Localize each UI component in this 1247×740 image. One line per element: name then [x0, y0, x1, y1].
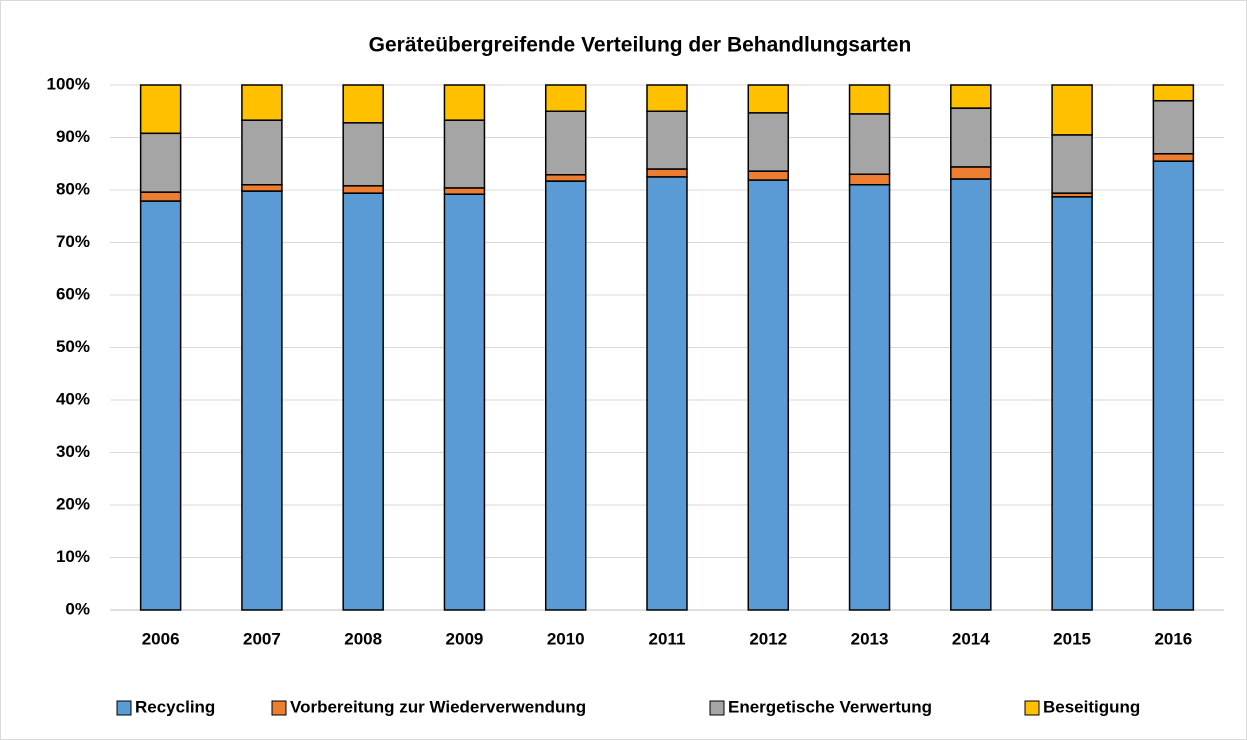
bar-segment [241, 184, 283, 192]
bar-segment [342, 185, 384, 194]
legend-label: Recycling [135, 697, 215, 716]
y-tick-label: 70% [56, 232, 90, 251]
bar-segment [747, 170, 790, 181]
bar-segment [950, 178, 992, 611]
bar-segment [646, 110, 688, 170]
bar-segment [1152, 84, 1195, 102]
x-tick-label: 2009 [446, 629, 484, 648]
legend-swatch [116, 700, 132, 716]
bar-segment [443, 187, 486, 195]
x-tick-label: 2010 [547, 629, 585, 648]
bar-segment [443, 84, 486, 121]
x-tick-label: 2007 [243, 629, 281, 648]
y-tick-label: 10% [56, 547, 90, 566]
legend-label: Energetische Verwertung [728, 697, 932, 716]
bar-segment [443, 193, 486, 611]
y-tick-label: 0% [65, 599, 90, 618]
bar-segment [747, 84, 790, 114]
bar-segment [139, 200, 182, 611]
legend-label: Vorbereitung zur Wiederverwendung [290, 697, 586, 716]
legend-label: Beseitigung [1043, 697, 1140, 716]
bar-segment [544, 174, 587, 182]
bar-segment [1152, 153, 1195, 162]
bar-segment [950, 107, 992, 168]
bar-segment [544, 180, 587, 611]
bar-segment [646, 176, 688, 611]
bar-segment [139, 191, 182, 202]
bar-segment [950, 166, 992, 180]
bar-segment [848, 184, 891, 611]
x-tick-label: 2011 [649, 629, 686, 648]
bar-segment [1051, 134, 1093, 194]
bar-segment [646, 84, 688, 112]
x-tick-label: 2008 [344, 629, 382, 648]
x-tick-label: 2016 [1154, 629, 1192, 648]
x-tick-label: 2012 [749, 629, 787, 648]
bar-segment [1051, 196, 1093, 611]
bar-segment [1152, 160, 1195, 611]
y-tick-label: 20% [56, 494, 90, 513]
x-tick-label: 2013 [851, 629, 889, 648]
bar-segment [848, 113, 891, 175]
y-tick-label: 90% [56, 127, 90, 146]
bar-segment [848, 84, 891, 115]
legend-swatch [1024, 700, 1040, 716]
bar-segment [342, 192, 384, 611]
y-tick-label: 30% [56, 442, 90, 461]
y-tick-label: 50% [56, 337, 90, 356]
x-tick-label: 2006 [142, 629, 180, 648]
bar-segment [646, 168, 688, 178]
bar-segment [544, 110, 587, 176]
bar-segment [747, 112, 790, 172]
bar-segment [139, 84, 182, 135]
chart-title: Geräteübergreifende Verteilung der Behan… [369, 34, 912, 57]
y-tick-label: 80% [56, 179, 90, 198]
bar-segment [544, 84, 587, 112]
bar-segment [342, 84, 384, 124]
bar-segment [241, 119, 283, 186]
y-tick-label: 40% [56, 389, 90, 408]
bar-segment [1152, 100, 1195, 155]
bar-segment [241, 84, 283, 121]
bar-segment [950, 84, 992, 109]
bar-segment [1051, 84, 1093, 136]
x-tick-label: 2015 [1053, 629, 1091, 648]
bar-segment [443, 119, 486, 189]
bar-segment [139, 132, 182, 193]
bar-segment [747, 179, 790, 611]
x-tick-label: 2014 [952, 629, 990, 648]
bar-segment [241, 190, 283, 611]
legend-swatch [709, 700, 725, 716]
y-tick-label: 100% [47, 74, 90, 93]
bar-segment [848, 173, 891, 186]
y-tick-label: 60% [56, 284, 90, 303]
bar-segment [342, 122, 384, 187]
legend-swatch [271, 700, 287, 716]
